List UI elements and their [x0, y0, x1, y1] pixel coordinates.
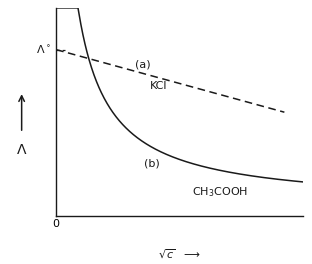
Text: (b): (b): [144, 158, 160, 168]
Text: (a): (a): [135, 60, 151, 70]
Text: $\Lambda^\circ$: $\Lambda^\circ$: [36, 44, 51, 56]
Text: CH$_3$COOH: CH$_3$COOH: [193, 185, 249, 199]
Text: $\sqrt{c}$  $\longrightarrow$: $\sqrt{c}$ $\longrightarrow$: [158, 248, 201, 261]
Text: KCl: KCl: [150, 81, 168, 91]
Text: $\Lambda$: $\Lambda$: [16, 144, 27, 158]
